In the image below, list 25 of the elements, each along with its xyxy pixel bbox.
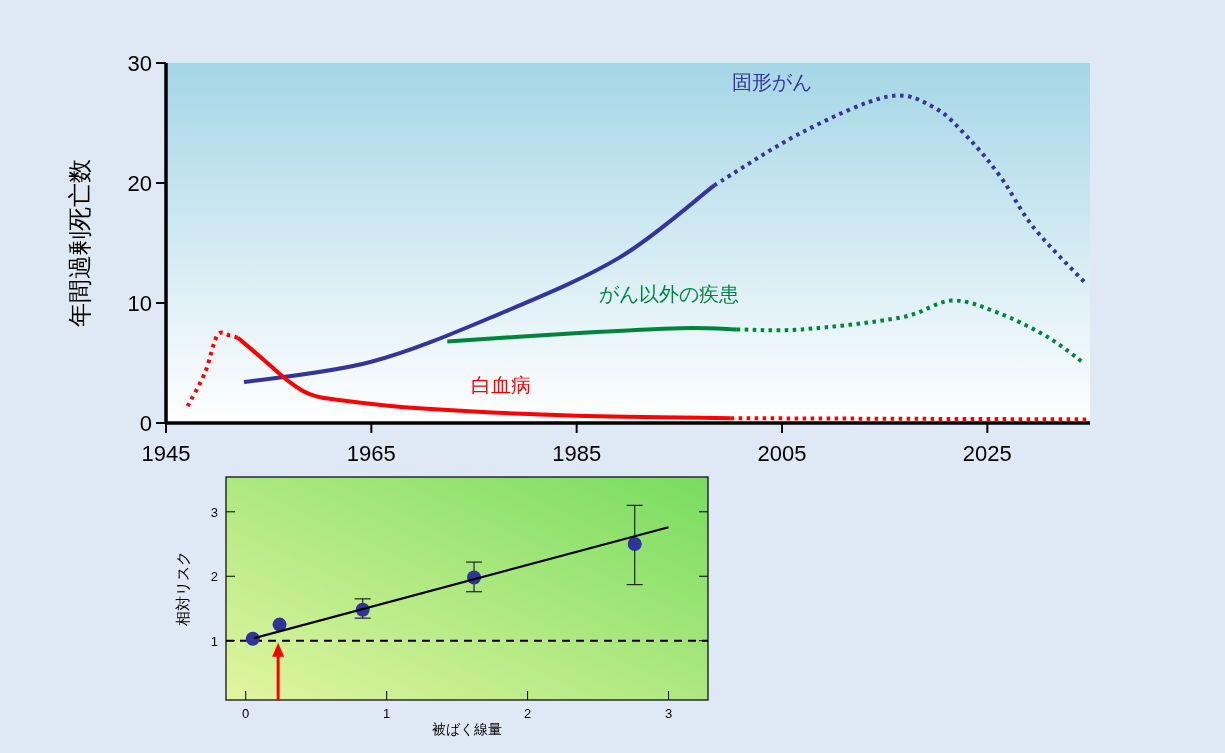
series-label: 白血病	[470, 373, 531, 396]
x-tick-label: 3	[664, 706, 673, 721]
x-tick-label: 1965	[346, 441, 396, 466]
x-tick-label: 1945	[141, 441, 191, 466]
point	[245, 631, 260, 646]
y-tick-label: 0	[139, 411, 152, 436]
point	[627, 537, 642, 552]
y-tick-label: 10	[127, 291, 152, 316]
series-label: がん以外の疾患	[599, 282, 740, 305]
x-tick-label: 2025	[962, 441, 1012, 466]
x-tick-label: 1985	[552, 441, 602, 466]
y-tick-label: 1	[210, 633, 218, 649]
y-tick-label: 20	[127, 171, 152, 196]
x-tick-label: 2005	[757, 441, 807, 466]
point	[272, 617, 287, 632]
y-axis-title: 相対リスク	[174, 551, 191, 626]
text: 固形がん	[731, 71, 812, 94]
y-tick-label: 2	[210, 569, 218, 585]
x-tick-label: 1	[383, 706, 391, 721]
x-tick-label: 2	[523, 706, 532, 721]
x-axis-title: 被ばく線量	[432, 721, 502, 737]
y-tick-label: 3	[210, 504, 218, 520]
y-tick-label: 30	[127, 51, 152, 76]
x-tick-label: 0	[242, 706, 250, 721]
y-axis-title: 年間過剰死亡数	[66, 159, 93, 327]
